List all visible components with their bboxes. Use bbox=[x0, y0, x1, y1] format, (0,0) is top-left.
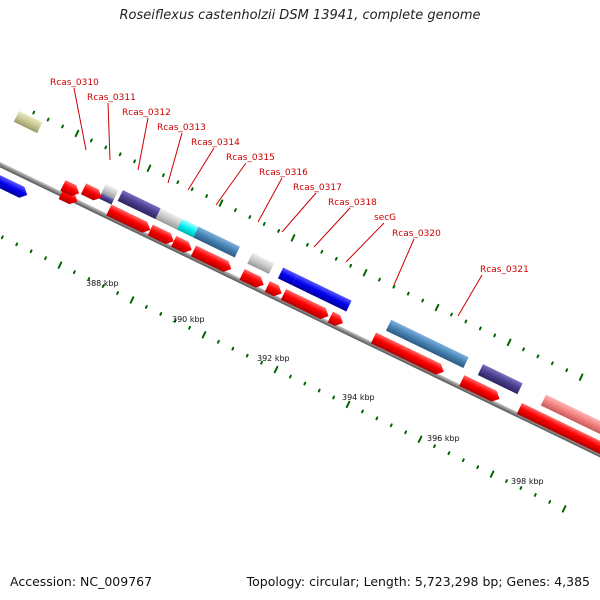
gene-block[interactable] bbox=[0, 173, 30, 200]
gene-label[interactable]: Rcas_0312 bbox=[122, 108, 171, 118]
gene-label[interactable]: Rcas_0314 bbox=[191, 138, 240, 148]
accession-text: Accession: NC_009767 bbox=[10, 574, 153, 589]
gene-block[interactable] bbox=[540, 394, 600, 462]
gene-arrow[interactable] bbox=[370, 332, 446, 378]
scale-labels: 388 kbp 390 kbp 392 kbp 394 kbp 396 kbp … bbox=[86, 279, 544, 486]
gene-label[interactable]: Rcas_0316 bbox=[259, 168, 308, 178]
gene-block[interactable] bbox=[193, 226, 240, 258]
gene-arrow[interactable] bbox=[264, 281, 285, 299]
gene-block[interactable] bbox=[13, 110, 43, 134]
genome-backbone bbox=[0, 157, 600, 468]
gene-block[interactable] bbox=[117, 190, 161, 220]
scale-label: 390 kbp bbox=[172, 315, 205, 324]
map-title: Roseiflexus castenholzii DSM 13941, comp… bbox=[119, 8, 481, 23]
gene-arrow[interactable] bbox=[327, 311, 346, 329]
scale-label: 394 kbp bbox=[342, 393, 375, 402]
forward-strand-genes bbox=[60, 180, 600, 478]
gene-arrow[interactable] bbox=[239, 268, 266, 290]
genome-summary-text: Topology: circular; Length: 5,723,298 bp… bbox=[246, 574, 590, 589]
gene-block[interactable] bbox=[292, 274, 352, 312]
gene-label-leaders bbox=[73, 87, 483, 317]
gene-arrow[interactable] bbox=[60, 180, 81, 199]
scale-label: 398 kbp bbox=[511, 477, 544, 486]
gene-label[interactable]: Rcas_0315 bbox=[226, 153, 275, 163]
gene-block[interactable] bbox=[101, 184, 119, 200]
gene-label[interactable]: Rcas_0320 bbox=[392, 229, 441, 239]
gene-block[interactable] bbox=[155, 208, 183, 230]
gene-label[interactable]: Rcas_0321 bbox=[480, 265, 529, 275]
gene-arrow[interactable] bbox=[190, 245, 234, 274]
gene-block[interactable] bbox=[277, 267, 298, 286]
gene-block[interactable] bbox=[177, 218, 199, 238]
gene-label[interactable]: Rcas_0313 bbox=[157, 123, 206, 133]
gene-label[interactable]: secG bbox=[374, 213, 396, 223]
gene-arrow[interactable] bbox=[280, 288, 331, 322]
gene-block[interactable] bbox=[477, 364, 523, 395]
gene-block[interactable] bbox=[385, 319, 469, 369]
gene-arrow[interactable] bbox=[171, 235, 194, 256]
inner-tick-marks bbox=[0, 235, 567, 513]
gene-arrow[interactable] bbox=[516, 403, 600, 478]
gene-arrow[interactable] bbox=[80, 183, 104, 203]
outer-tick-marks bbox=[32, 110, 584, 381]
gene-arrow[interactable] bbox=[147, 224, 177, 247]
gene-label[interactable]: Rcas_0310 bbox=[50, 78, 99, 88]
gene-arrow[interactable] bbox=[459, 375, 502, 404]
gene-labels: Rcas_0310 Rcas_0311 Rcas_0312 Rcas_0313 … bbox=[50, 78, 529, 275]
scale-label: 388 kbp bbox=[86, 279, 119, 288]
gene-blocks-cog bbox=[0, 110, 600, 462]
gene-arrow[interactable] bbox=[106, 204, 153, 236]
gene-label[interactable]: Rcas_0317 bbox=[293, 183, 342, 193]
scale-label: 392 kbp bbox=[257, 354, 290, 363]
gene-block[interactable] bbox=[247, 252, 275, 275]
gene-label[interactable]: Rcas_0318 bbox=[328, 198, 377, 208]
gene-block[interactable] bbox=[98, 193, 115, 205]
scale-label: 396 kbp bbox=[427, 434, 460, 443]
gene-label[interactable]: Rcas_0311 bbox=[87, 93, 136, 103]
